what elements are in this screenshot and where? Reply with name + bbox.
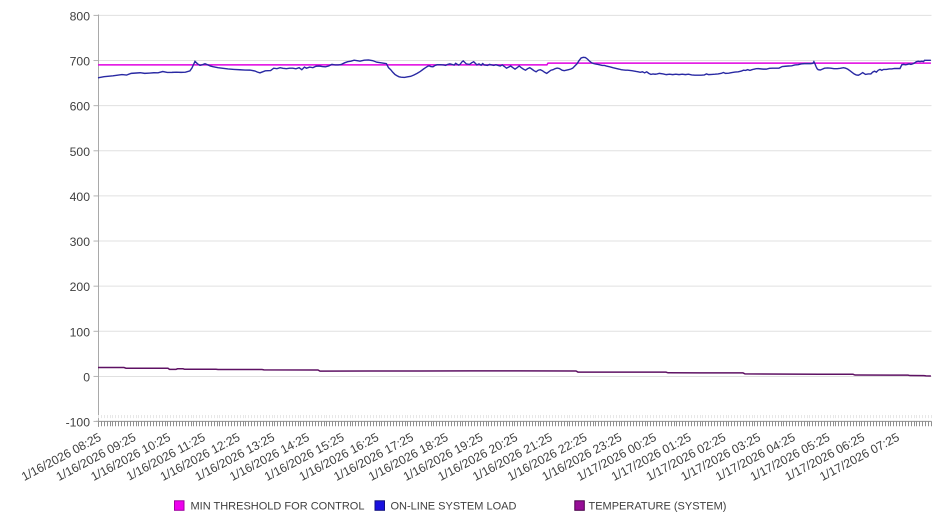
svg-text:800: 800	[70, 9, 91, 23]
svg-text:500: 500	[70, 145, 91, 159]
svg-text:200: 200	[70, 280, 91, 294]
svg-text:MIN THRESHOLD FOR CONTROL: MIN THRESHOLD FOR CONTROL	[191, 501, 365, 513]
svg-text:300: 300	[70, 235, 91, 249]
svg-text:TEMPERATURE (SYSTEM): TEMPERATURE (SYSTEM)	[589, 501, 727, 513]
svg-text:-100: -100	[66, 416, 91, 430]
svg-text:700: 700	[70, 55, 91, 69]
svg-text:ON-LINE SYSTEM LOAD: ON-LINE SYSTEM LOAD	[391, 501, 517, 513]
svg-text:400: 400	[70, 190, 91, 204]
svg-text:100: 100	[70, 325, 91, 339]
svg-text:0: 0	[83, 370, 90, 384]
svg-text:600: 600	[70, 100, 91, 114]
